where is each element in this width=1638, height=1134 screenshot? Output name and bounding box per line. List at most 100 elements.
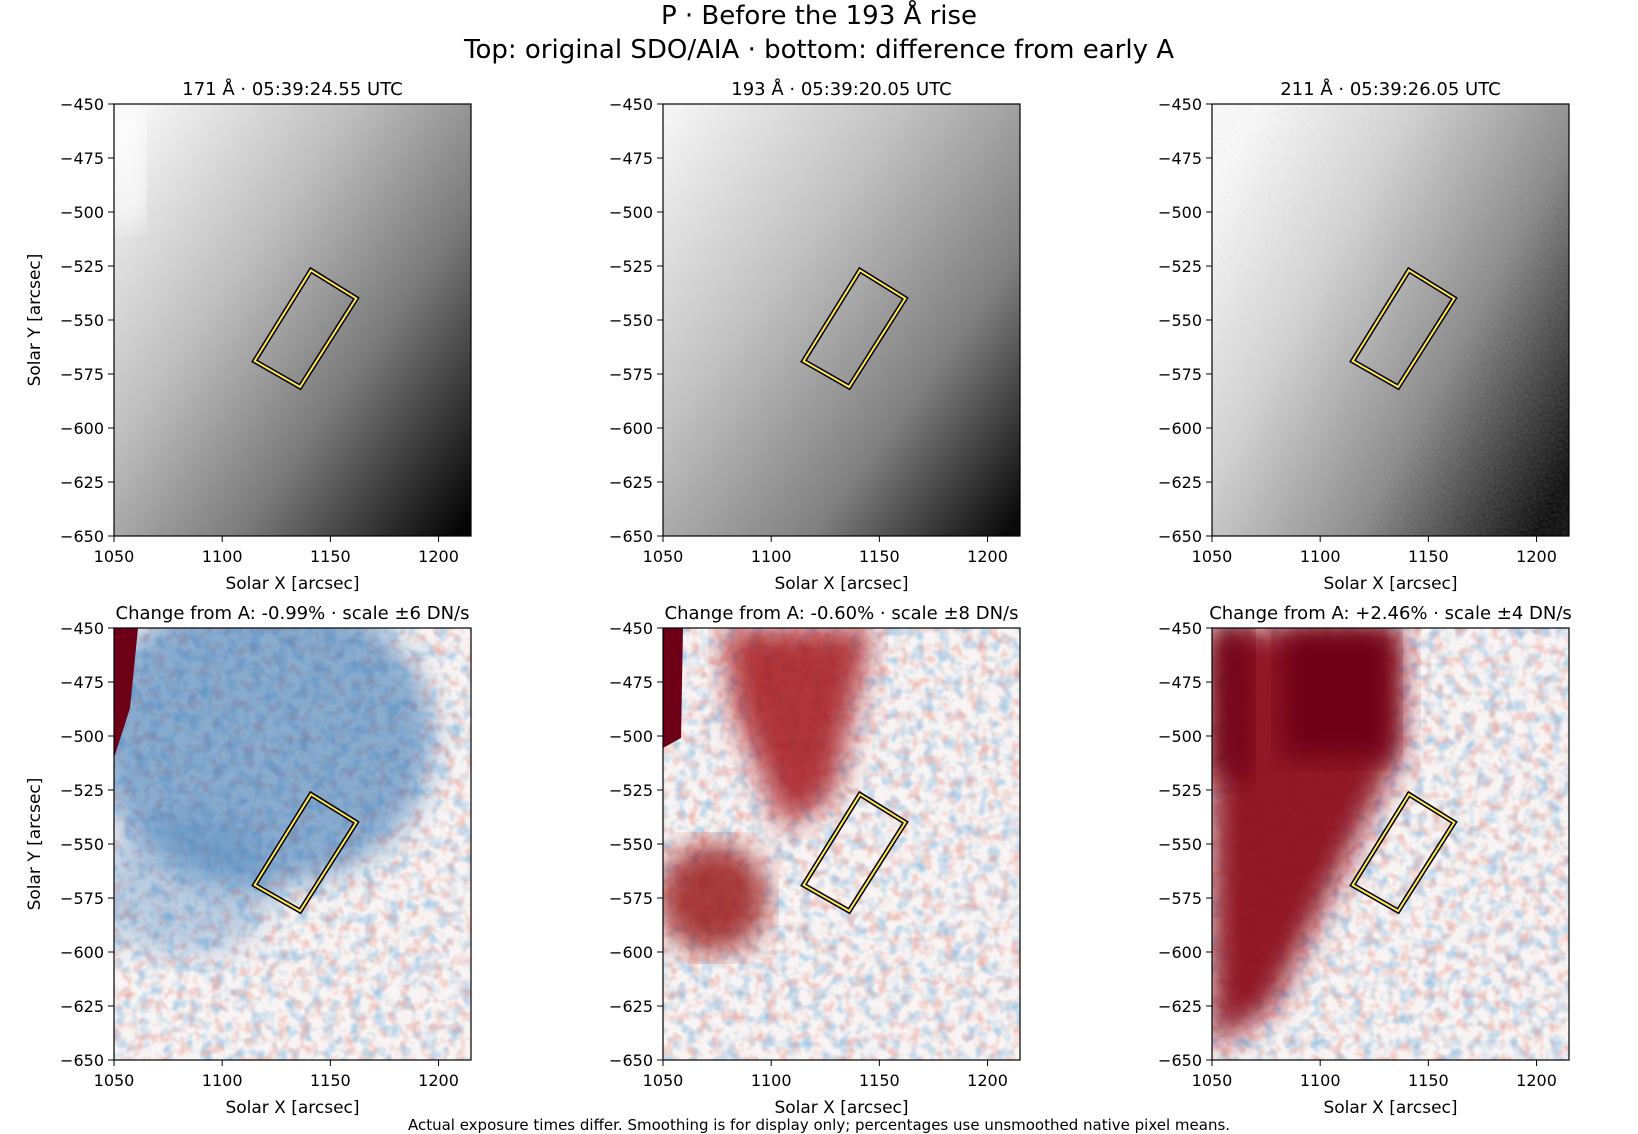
x-axis-label: Solar X [arcsec] [774, 574, 908, 594]
y-tick-label: −600 [1158, 419, 1202, 438]
image-layer [663, 628, 1020, 1060]
y-tick-label: −600 [1158, 943, 1202, 962]
y-tick-label: −625 [609, 473, 653, 492]
panel-211-original: 211 Å · 05:39:26.05 UTC 1050 1100 1150 1200 −… [1158, 78, 1570, 594]
x-tick-label: 1050 [94, 547, 135, 566]
y-tick-label: −475 [60, 673, 104, 692]
x-tick-label: 1200 [418, 547, 459, 566]
region-box [802, 792, 907, 913]
x-axis-label: Solar X [arcsec] [1323, 1098, 1457, 1118]
figure-subtitle: Top: original SDO/AIA · bottom: differen… [463, 35, 1175, 65]
limb-glow [114, 104, 144, 224]
panel-title: Change from A: +2.46% · scale ±4 DN/s [1209, 603, 1572, 624]
x-tick-label: 1200 [418, 1071, 459, 1090]
x-tick-label: 1150 [859, 1071, 900, 1090]
region-box [1351, 268, 1456, 389]
panel-193-original: 193 Å · 05:39:20.05 UTC 1050 1100 1150 1200 −… [609, 78, 1021, 594]
panel-193-difference: Change from A: -0.60% · scale ±8 DN/s 105… [609, 603, 1021, 1118]
increase-blob [663, 843, 768, 953]
y-tick-label: −475 [1158, 673, 1202, 692]
y-tick-label: −450 [1158, 95, 1202, 114]
region-box [802, 268, 907, 389]
x-tick-label: 1200 [967, 547, 1008, 566]
x-tick-label: 1150 [1408, 1071, 1449, 1090]
x-tick-label: 1200 [967, 1071, 1008, 1090]
y-tick-label: −475 [609, 149, 653, 168]
footnote: Actual exposure times differ. Smoothing … [407, 1116, 1231, 1134]
panel-title: 171 Å · 05:39:24.55 UTC [182, 78, 402, 100]
y-tick-label: −600 [60, 943, 104, 962]
x-axis-label: Solar X [arcsec] [225, 1098, 359, 1118]
panel-title: Change from A: -0.60% · scale ±8 DN/s [665, 603, 1019, 624]
y-tick-label: −550 [60, 311, 104, 330]
y-tick-label: −500 [609, 203, 653, 222]
x-tick-label: 1100 [751, 547, 792, 566]
y-tick-label: −575 [609, 889, 653, 908]
panel-title: Change from A: -0.99% · scale ±6 DN/s [116, 603, 470, 624]
figure-title: P · Before the 193 Å rise [660, 1, 978, 31]
y-tick-label: −625 [1158, 997, 1202, 1016]
y-tick-label: −650 [609, 527, 653, 546]
region-box [253, 792, 358, 913]
y-tick-label: −650 [1158, 527, 1202, 546]
y-tick-label: −650 [609, 1051, 653, 1070]
y-tick-label: −650 [1158, 1051, 1202, 1070]
y-tick-label: −525 [60, 257, 104, 276]
image-layer [114, 104, 471, 536]
y-tick-label: −575 [60, 365, 104, 384]
y-tick-label: −600 [609, 419, 653, 438]
y-tick-label: −450 [609, 95, 653, 114]
y-tick-label: −475 [609, 673, 653, 692]
y-tick-label: −500 [1158, 203, 1202, 222]
y-tick-label: −500 [1158, 727, 1202, 746]
limb-increase [663, 628, 683, 748]
y-tick-label: −550 [609, 311, 653, 330]
x-tick-label: 1050 [1192, 1071, 1233, 1090]
x-tick-label: 1100 [202, 1071, 243, 1090]
x-tick-label: 1150 [1408, 547, 1449, 566]
y-tick-label: −525 [609, 781, 653, 800]
x-tick-label: 1050 [94, 1071, 135, 1090]
decrease-region [114, 818, 274, 958]
y-tick-label: −550 [1158, 835, 1202, 854]
y-tick-label: −625 [1158, 473, 1202, 492]
x-tick-label: 1100 [202, 547, 243, 566]
region-box [1351, 792, 1456, 913]
y-tick-label: −650 [60, 527, 104, 546]
panel-171-original: 171 Å · 05:39:24.55 UTC 1050 1100 1150 1200 −… [25, 78, 472, 594]
panel-title: 193 Å · 05:39:20.05 UTC [731, 78, 951, 100]
x-tick-label: 1050 [643, 1071, 684, 1090]
y-tick-label: −550 [60, 835, 104, 854]
x-axis-label: Solar X [arcsec] [225, 574, 359, 594]
y-tick-label: −525 [609, 257, 653, 276]
x-tick-label: 1100 [1300, 547, 1341, 566]
panel-171-difference: Change from A: -0.99% · scale ±6 DN/s 105… [25, 603, 472, 1118]
y-tick-label: −575 [1158, 365, 1202, 384]
y-tick-label: −450 [60, 619, 104, 638]
y-tick-label: −650 [60, 1051, 104, 1070]
x-tick-label: 1150 [859, 547, 900, 566]
y-tick-label: −575 [60, 889, 104, 908]
x-tick-label: 1150 [310, 1071, 351, 1090]
x-axis-label: Solar X [arcsec] [1323, 574, 1457, 594]
y-tick-label: −475 [60, 149, 104, 168]
region-box [253, 268, 358, 389]
image-fill [663, 104, 1020, 536]
panel-211-difference: Change from A: +2.46% · scale ±4 DN/s 105… [1158, 603, 1572, 1118]
x-tick-label: 1050 [643, 547, 684, 566]
y-tick-label: −600 [609, 943, 653, 962]
x-tick-label: 1100 [751, 1071, 792, 1090]
x-axis-label: Solar X [arcsec] [774, 1098, 908, 1118]
y-tick-label: −475 [1158, 149, 1202, 168]
y-tick-label: −450 [1158, 619, 1202, 638]
y-axis-label: Solar Y [arcsec] [25, 254, 45, 387]
image-layer [663, 104, 1020, 536]
x-tick-label: 1200 [1516, 1071, 1557, 1090]
y-tick-label: −450 [60, 95, 104, 114]
y-tick-label: −575 [1158, 889, 1202, 908]
image-layer [1212, 104, 1569, 536]
image-layer [1212, 628, 1569, 1060]
y-tick-label: −500 [60, 727, 104, 746]
increase-core [1282, 628, 1392, 758]
y-tick-label: −525 [1158, 257, 1202, 276]
